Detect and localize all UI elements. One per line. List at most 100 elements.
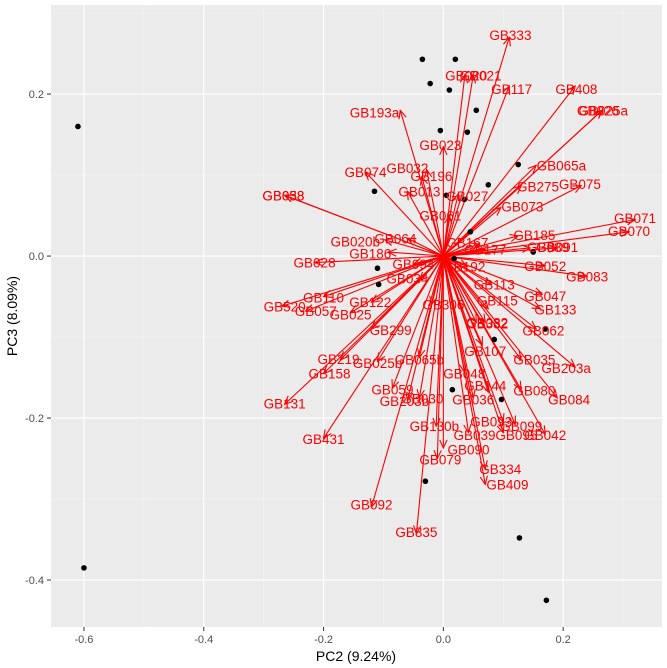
loading-arrow-gb094 xyxy=(413,255,444,265)
vector-label-gb177: GB177 xyxy=(464,243,506,258)
vector-label-gb409: GB409 xyxy=(486,477,528,492)
score-point xyxy=(515,161,522,168)
score-point xyxy=(530,249,537,255)
vector-label-gb062: GB062 xyxy=(522,324,564,339)
arrow-head-gb089 xyxy=(521,244,532,253)
loading-arrow-gb177 xyxy=(443,249,486,257)
arrow-head-gb192 xyxy=(458,259,469,268)
loading-arrow-gb091 xyxy=(443,247,558,257)
arrow-head-gb177 xyxy=(476,246,487,255)
loading-arrow-gb083 xyxy=(443,255,588,277)
vector-label-gb095: GB095 xyxy=(495,428,537,443)
loading-arrow-gb167 xyxy=(443,243,480,257)
loading-arrow-gb196 xyxy=(421,176,444,257)
loading-arrow-gb059 xyxy=(391,255,444,389)
x-axis-title: PC2 (9.24%) xyxy=(316,648,396,664)
score-point xyxy=(461,196,468,203)
arrow-head-gb047 xyxy=(533,287,544,296)
arrow-head-gb025 xyxy=(349,305,360,314)
plot-panel xyxy=(51,5,662,627)
arrow-head-gb065a xyxy=(527,164,538,174)
arrow-head-gb203b xyxy=(405,391,414,402)
score-point xyxy=(451,255,457,262)
vector-label-gb025a: GB025a xyxy=(579,103,629,118)
loading-arrow-gb113 xyxy=(443,255,492,285)
arrow-head-gb028 xyxy=(313,257,324,267)
vector-label-gb020: GB020 xyxy=(445,68,487,83)
arrow-head-gb083 xyxy=(578,271,589,280)
score-point xyxy=(449,386,456,393)
arrow-head-gb094 xyxy=(412,258,423,267)
loading-arrow-gb084 xyxy=(442,255,558,399)
loading-arrow-gb409 xyxy=(442,255,486,485)
arrow-head-gb203a xyxy=(566,358,577,368)
arrow-head-gb099 xyxy=(508,415,516,426)
vector-label-gb131: GB131 xyxy=(264,396,306,411)
arrow-head-gb275 xyxy=(512,184,523,195)
score-point xyxy=(516,535,523,541)
arrow-head-gb193a xyxy=(398,108,407,120)
vector-label-gb110: GB110 xyxy=(303,290,344,305)
y-axis-title: PC3 (8.09%) xyxy=(4,276,20,356)
vector-label-gb065b: GB065b xyxy=(395,353,445,368)
vector-label-gb167: GB167 xyxy=(446,235,488,250)
vector-label-gb332: GB332 xyxy=(466,316,508,331)
arrow-head-gb079 xyxy=(433,450,442,460)
vector-label-gb122: GB122 xyxy=(349,295,391,310)
arrow-head-gb080 xyxy=(513,380,522,391)
vector-label-gb059: GB059 xyxy=(371,383,413,398)
vector-label-gb203a: GB203a xyxy=(541,361,591,376)
arrow-head-gb335 xyxy=(413,525,422,536)
vector-label-gb039: GB039 xyxy=(453,428,495,443)
loading-arrow-gb071 xyxy=(443,219,636,257)
arrow-head-gb131 xyxy=(283,395,294,406)
arrow-head-gb091 xyxy=(548,244,559,253)
score-points xyxy=(75,56,550,604)
major-gridlines xyxy=(51,5,662,627)
score-point xyxy=(422,478,429,485)
arrow-head-gb071 xyxy=(626,217,637,226)
vector-label-gb048: GB048 xyxy=(443,367,485,382)
arrow-head-gb020 xyxy=(459,73,469,84)
arrow-head-gb052 xyxy=(536,260,547,270)
vector-label-gb203b: GB203b xyxy=(380,394,430,409)
arrow-head-gb122 xyxy=(370,294,381,303)
arrow-head-gb030 xyxy=(416,388,425,400)
vector-label-gb193a: GB193a xyxy=(350,106,400,121)
arrow-head-gb115 xyxy=(479,299,490,310)
vector-label-gb023: GB023 xyxy=(419,138,461,153)
y-tick-label: -0.2 xyxy=(25,413,44,425)
vector-label-gb117: GB117 xyxy=(491,82,532,97)
vector-label-gb335: GB335 xyxy=(395,525,437,540)
vector-label-gb306: GB306 xyxy=(422,298,464,313)
vector-label-gb130b: GB130b xyxy=(410,419,460,434)
arrow-head-gb158 xyxy=(322,364,333,375)
vector-label-gb333: GB333 xyxy=(489,28,531,43)
arrow-head-gb027 xyxy=(452,192,461,203)
score-point xyxy=(543,597,550,604)
arrow-head-gb062 xyxy=(527,320,538,330)
loading-arrow-gb092 xyxy=(370,255,444,508)
loading-arrow-gb131 xyxy=(284,255,444,405)
loading-arrow-gb052 xyxy=(443,255,546,267)
score-point xyxy=(473,107,480,114)
vector-label-gb064: GB064 xyxy=(374,231,417,246)
vector-label-gb052: GB052 xyxy=(524,259,566,274)
y-axis: -0.4 -0.2 0.0 0.2 xyxy=(25,89,51,587)
vector-label-gb079: GB079 xyxy=(419,452,461,467)
vector-label-gb089: GB089 xyxy=(527,240,569,255)
score-point xyxy=(443,192,450,199)
arrow-head-gb167 xyxy=(470,242,481,251)
vector-label-gb071: GB071 xyxy=(614,211,656,226)
arrow-head-gb186 xyxy=(386,248,397,257)
arrow-head-gb431 xyxy=(322,429,332,440)
loading-arrow-gb193a xyxy=(399,110,444,257)
y-tick-label: 0.0 xyxy=(29,251,44,263)
vector-label-gb133: GB133 xyxy=(534,303,576,318)
arrow-head-gb090 xyxy=(439,439,448,450)
arrow-head-gb070 xyxy=(620,228,631,237)
loading-arrow-gb133 xyxy=(443,255,541,310)
vector-label-gb075: GB075 xyxy=(559,177,601,192)
arrow-head-gb013 xyxy=(406,190,415,201)
